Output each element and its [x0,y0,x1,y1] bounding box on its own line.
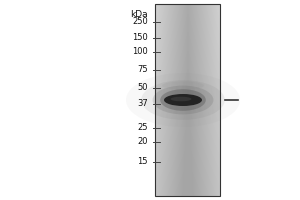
Text: 150: 150 [132,33,148,43]
Text: 15: 15 [137,158,148,166]
Ellipse shape [141,80,225,120]
Text: 250: 250 [132,18,148,26]
Bar [155,4,220,196]
Text: kDa: kDa [130,10,148,19]
Text: 37: 37 [137,99,148,108]
Ellipse shape [171,97,191,101]
Text: 25: 25 [137,123,148,132]
Text: 50: 50 [137,84,148,92]
Ellipse shape [160,89,206,111]
Ellipse shape [164,94,202,106]
Ellipse shape [126,73,240,127]
Text: 75: 75 [137,66,148,74]
Ellipse shape [162,81,204,90]
Text: 20: 20 [137,138,148,146]
Ellipse shape [153,86,213,114]
Text: 100: 100 [132,47,148,56]
